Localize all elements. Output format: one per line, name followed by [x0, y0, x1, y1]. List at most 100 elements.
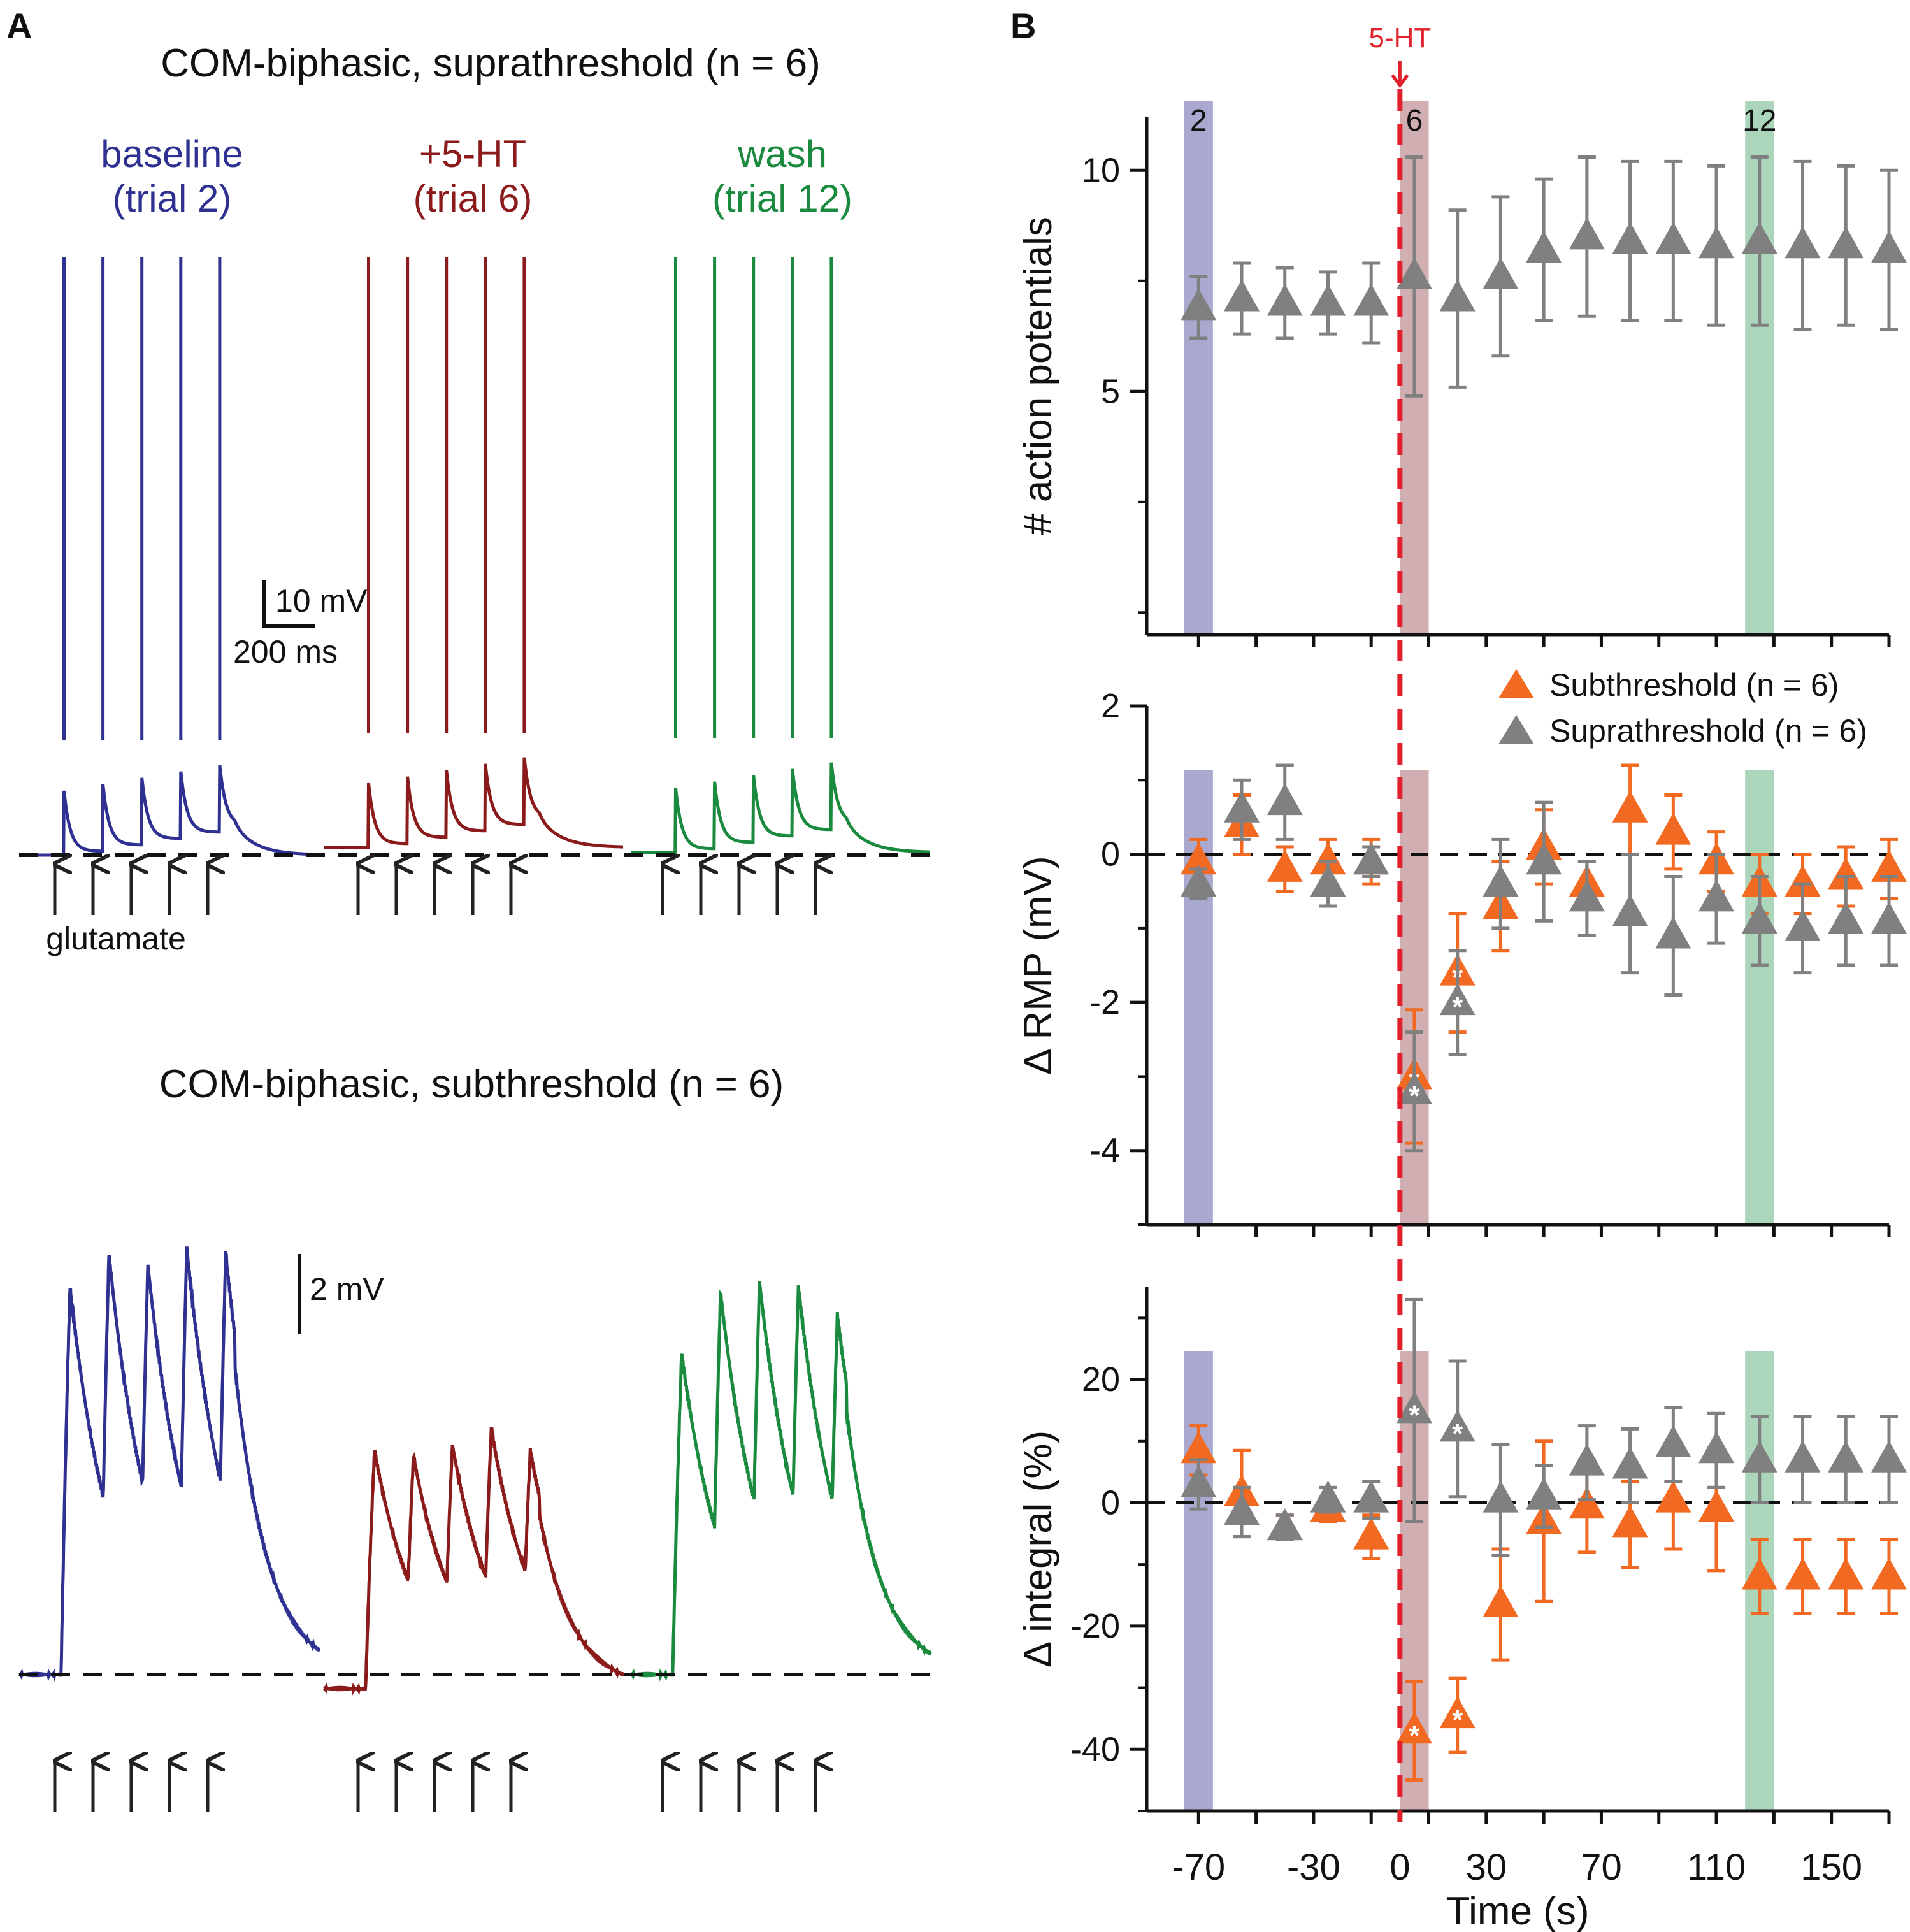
data-point	[1396, 1712, 1432, 1744]
y-tick-label: 5	[1101, 372, 1120, 410]
data-point	[1439, 279, 1476, 312]
data-point	[1310, 842, 1346, 875]
data-point	[1569, 1443, 1605, 1476]
data-point	[1612, 790, 1648, 823]
data-point	[1310, 284, 1346, 316]
y-tick-label: -40	[1070, 1730, 1120, 1768]
data-point	[1396, 1391, 1432, 1424]
trace-5ht-sub	[323, 1426, 625, 1696]
legend: Subthreshold (n = 6) Suprathreshold (n = …	[1498, 667, 1867, 749]
x-tick-label: 70	[1581, 1847, 1622, 1888]
data-point	[1396, 257, 1432, 289]
data-point	[1483, 865, 1519, 897]
data-point	[1698, 226, 1735, 259]
data-point	[1784, 865, 1821, 897]
significance-star: *	[1452, 1418, 1463, 1449]
data-point	[1828, 857, 1864, 890]
significance-star: *	[1452, 1705, 1463, 1736]
data-point	[1655, 916, 1691, 949]
supra-scale-time: 200 ms	[233, 634, 338, 670]
data-point	[1353, 1480, 1389, 1513]
y-tick-label: 20	[1082, 1360, 1120, 1399]
data-point	[1526, 842, 1562, 875]
data-point	[1784, 1440, 1821, 1473]
data-point	[1181, 1431, 1217, 1464]
shaded-trial-6	[1400, 770, 1429, 1225]
x-tick-label: 150	[1800, 1847, 1862, 1888]
data-point	[1526, 231, 1562, 263]
data-point	[1181, 1465, 1217, 1497]
trace-baseline-supra	[19, 765, 319, 857]
data-point	[1439, 1409, 1476, 1442]
data-point	[1267, 1508, 1303, 1541]
data-point	[1871, 231, 1907, 263]
data-point	[1439, 983, 1476, 1016]
significance-star: *	[1409, 1720, 1420, 1751]
trace-wash-sub	[630, 1281, 932, 1682]
data-point	[1483, 1585, 1519, 1618]
cond-wash-label: wash	[737, 133, 827, 175]
data-point	[1612, 1446, 1648, 1479]
data-point	[1396, 1072, 1432, 1104]
shaded-trial-2	[1184, 101, 1213, 635]
sub-title: COM-biphasic, subthreshold (n = 6)	[159, 1062, 784, 1106]
data-point	[1741, 1557, 1777, 1590]
data-point	[1871, 849, 1907, 882]
data-point	[1655, 1425, 1691, 1457]
y-axis-label: Δ integral (%)	[1016, 1431, 1060, 1668]
legend-label: Subthreshold (n = 6)	[1549, 667, 1839, 703]
data-point	[1784, 1557, 1821, 1590]
data-point	[1526, 1477, 1562, 1510]
sub-scale-voltage: 2 mV	[310, 1271, 384, 1307]
data-point	[1871, 1440, 1907, 1473]
chart-1: 20-2-4Δ RMP (mV)****	[1016, 687, 1907, 1237]
x-tick-label: 0	[1389, 1847, 1410, 1888]
cond-5ht-label: +5-HT	[419, 133, 526, 175]
data-point	[1655, 812, 1691, 845]
y-tick-label: -4	[1089, 1132, 1120, 1170]
legend-marker	[1498, 715, 1534, 744]
trial-label: 2	[1190, 104, 1207, 138]
trace-wash-supra	[631, 762, 930, 854]
data-point	[1828, 1557, 1864, 1590]
y-tick-label: 10	[1082, 151, 1120, 189]
data-point	[1224, 279, 1260, 312]
drug-arrowhead	[1391, 74, 1409, 89]
y-tick-label: 0	[1101, 835, 1120, 874]
data-point	[1741, 902, 1777, 934]
sub-glutamate-arrows	[55, 1761, 815, 1812]
data-point	[1267, 783, 1303, 816]
data-point	[1871, 902, 1907, 934]
supra-title: COM-biphasic, suprathreshold (n = 6)	[161, 41, 821, 85]
data-point	[1612, 1505, 1648, 1538]
data-point	[1224, 1492, 1260, 1525]
legend-label: Suprathreshold (n = 6)	[1549, 713, 1867, 749]
shaded-trial-2	[1184, 1351, 1213, 1811]
data-point	[1310, 865, 1346, 897]
chart-2: 20 0 -20 -40 Δ integral (%) * * * *	[1016, 1287, 1907, 1824]
y-tick-label: 0	[1101, 1483, 1120, 1522]
cond-5ht-trial: (trial 6)	[413, 177, 533, 220]
data-point	[1483, 257, 1519, 289]
supra-scale-bar: 10 mV 200 ms	[233, 580, 368, 670]
supra-scale-voltage: 10 mV	[275, 583, 368, 619]
data-point	[1784, 226, 1821, 259]
y-tick-label: -2	[1089, 983, 1120, 1021]
data-point	[1267, 849, 1303, 882]
data-point	[1224, 790, 1260, 823]
data-point	[1181, 865, 1217, 897]
significance-star: *	[1409, 1399, 1420, 1431]
data-point	[1353, 284, 1389, 316]
trace-5ht-supra	[324, 757, 623, 849]
data-point	[1353, 842, 1389, 875]
y-tick-label: -20	[1070, 1607, 1120, 1645]
data-point	[1181, 842, 1217, 875]
data-point	[1655, 1480, 1691, 1513]
trial-label: 12	[1742, 104, 1776, 138]
data-point	[1828, 1440, 1864, 1473]
shaded-trial-12	[1745, 770, 1774, 1225]
trial-label: 6	[1406, 104, 1423, 138]
y-axis-label: Δ RMP (mV)	[1016, 856, 1060, 1074]
data-point	[1569, 879, 1605, 912]
sub-scale-bar: 2 mV	[298, 1254, 384, 1334]
